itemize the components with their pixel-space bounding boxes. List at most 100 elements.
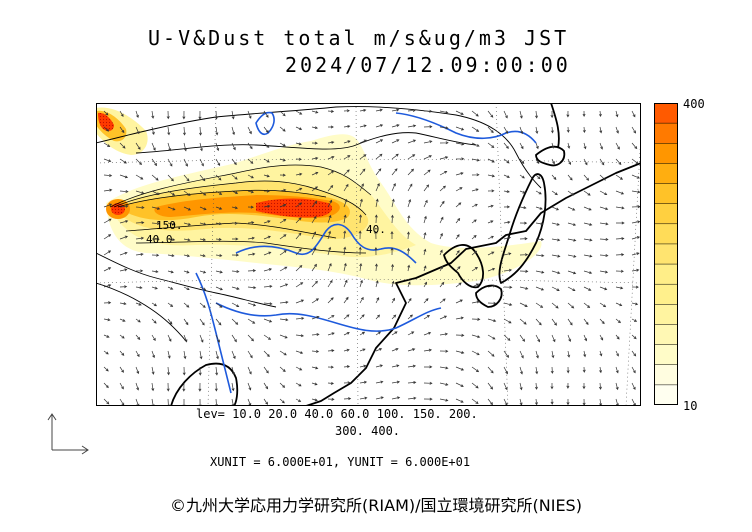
wind-arrow <box>167 286 174 290</box>
wind-arrow <box>487 350 495 357</box>
wind-arrow <box>151 142 156 151</box>
wind-arrow <box>263 110 269 118</box>
wind-arrow <box>135 190 145 195</box>
wind-arrow <box>407 396 417 400</box>
wind-arrow <box>598 110 602 118</box>
wind-arrow <box>503 302 513 306</box>
wind-arrow <box>471 382 479 389</box>
wind-arrow <box>247 269 257 273</box>
wind-arrow <box>374 214 378 224</box>
wind-arrow <box>231 286 240 290</box>
wind-arrow <box>359 279 363 288</box>
wind-arrow <box>567 174 573 181</box>
wind-arrow <box>231 221 238 225</box>
wind-arrow <box>471 350 480 356</box>
wind-arrow <box>135 269 144 273</box>
wind-arrow <box>615 350 619 357</box>
wind-arrow <box>631 220 641 224</box>
wind-arrow <box>391 183 396 192</box>
wind-arrow <box>343 262 347 272</box>
wind-arrow <box>183 206 192 211</box>
wind-arrow <box>135 334 141 340</box>
wind-arrow <box>599 174 606 181</box>
wind-arrow <box>503 110 508 119</box>
colorbar-swatch <box>654 122 678 145</box>
wind-arrow <box>151 174 159 181</box>
wind-arrow <box>135 158 143 166</box>
wind-arrow <box>599 206 609 211</box>
wind-arrow <box>599 302 607 308</box>
wind-arrow <box>487 318 497 323</box>
wind-arrow <box>247 318 256 324</box>
wind-arrow <box>295 142 302 146</box>
wind-arrow <box>231 302 240 308</box>
wind-arrow <box>103 301 112 305</box>
wind-arrow <box>327 263 332 272</box>
wind-arrow <box>279 110 286 117</box>
wind-arrow <box>487 382 494 390</box>
wind-arrow <box>615 382 619 391</box>
wind-arrow <box>215 237 222 241</box>
wind-arrow <box>327 184 334 192</box>
wind-arrow <box>183 142 187 152</box>
graticule-3 <box>207 103 217 406</box>
wind-arrow <box>535 190 542 195</box>
wind-arrow <box>535 318 542 326</box>
wind-arrow <box>535 206 543 210</box>
wind-arrow <box>503 220 511 224</box>
wind-arrow <box>439 110 449 114</box>
wind-arrow <box>295 172 303 176</box>
wind-arrow <box>535 302 544 308</box>
wind-arrow <box>279 350 287 356</box>
wind-arrow <box>487 204 494 208</box>
wind-arrow <box>535 270 545 274</box>
wind-arrow <box>183 270 190 274</box>
wind-arrow <box>375 396 384 400</box>
wind-arrow <box>631 236 641 240</box>
wind-arrow <box>615 237 625 241</box>
wind-arrow <box>295 398 302 402</box>
wind-arrow <box>343 381 351 385</box>
wind-arrow <box>247 302 257 307</box>
river-yellow <box>235 223 417 264</box>
wind-arrow <box>503 268 513 272</box>
wind-arrow <box>279 173 286 177</box>
wind-arrow <box>231 110 235 120</box>
wind-arrow <box>487 284 497 288</box>
wind-arrow <box>519 334 526 342</box>
wind-arrow <box>119 190 129 194</box>
wind-arrow <box>359 262 363 272</box>
wind-arrow <box>135 318 141 323</box>
wind-arrow <box>199 254 206 258</box>
wind-arrow <box>439 171 448 176</box>
wind-arrow <box>423 265 427 272</box>
wind-arrow <box>471 334 481 339</box>
wind-arrow <box>423 348 433 352</box>
wind-arrow <box>103 158 112 163</box>
wind-arrow <box>311 298 320 304</box>
wind-arrow <box>232 237 239 241</box>
wind-arrow <box>455 172 464 176</box>
wind-arrow <box>119 382 124 390</box>
wind-arrow <box>583 270 593 275</box>
wind-arrow <box>151 237 160 241</box>
wind-arrow <box>423 199 428 208</box>
wind-arrow <box>247 142 253 150</box>
dust-source-northwest-core <box>98 112 114 132</box>
wind-arrow <box>567 190 575 196</box>
wind-arrow <box>582 366 586 373</box>
wind-arrow <box>135 252 144 256</box>
wind-arrow <box>550 383 554 390</box>
wind-arrow <box>198 110 202 120</box>
wind-arrow <box>359 396 368 400</box>
wind-arrow <box>375 139 384 144</box>
wind-arrow <box>215 334 220 343</box>
wind-arrow <box>535 237 545 241</box>
wind-arrow <box>167 222 176 226</box>
wind-arrow <box>295 202 303 208</box>
wind-arrow <box>343 314 350 320</box>
wind-arrow <box>582 383 586 390</box>
dust-wind-map: 150. 40.0 40. <box>96 103 641 406</box>
unit-scale-text: XUNIT = 6.000E+01, YUNIT = 6.000E+01 <box>210 455 471 469</box>
wind-arrow <box>439 315 448 320</box>
